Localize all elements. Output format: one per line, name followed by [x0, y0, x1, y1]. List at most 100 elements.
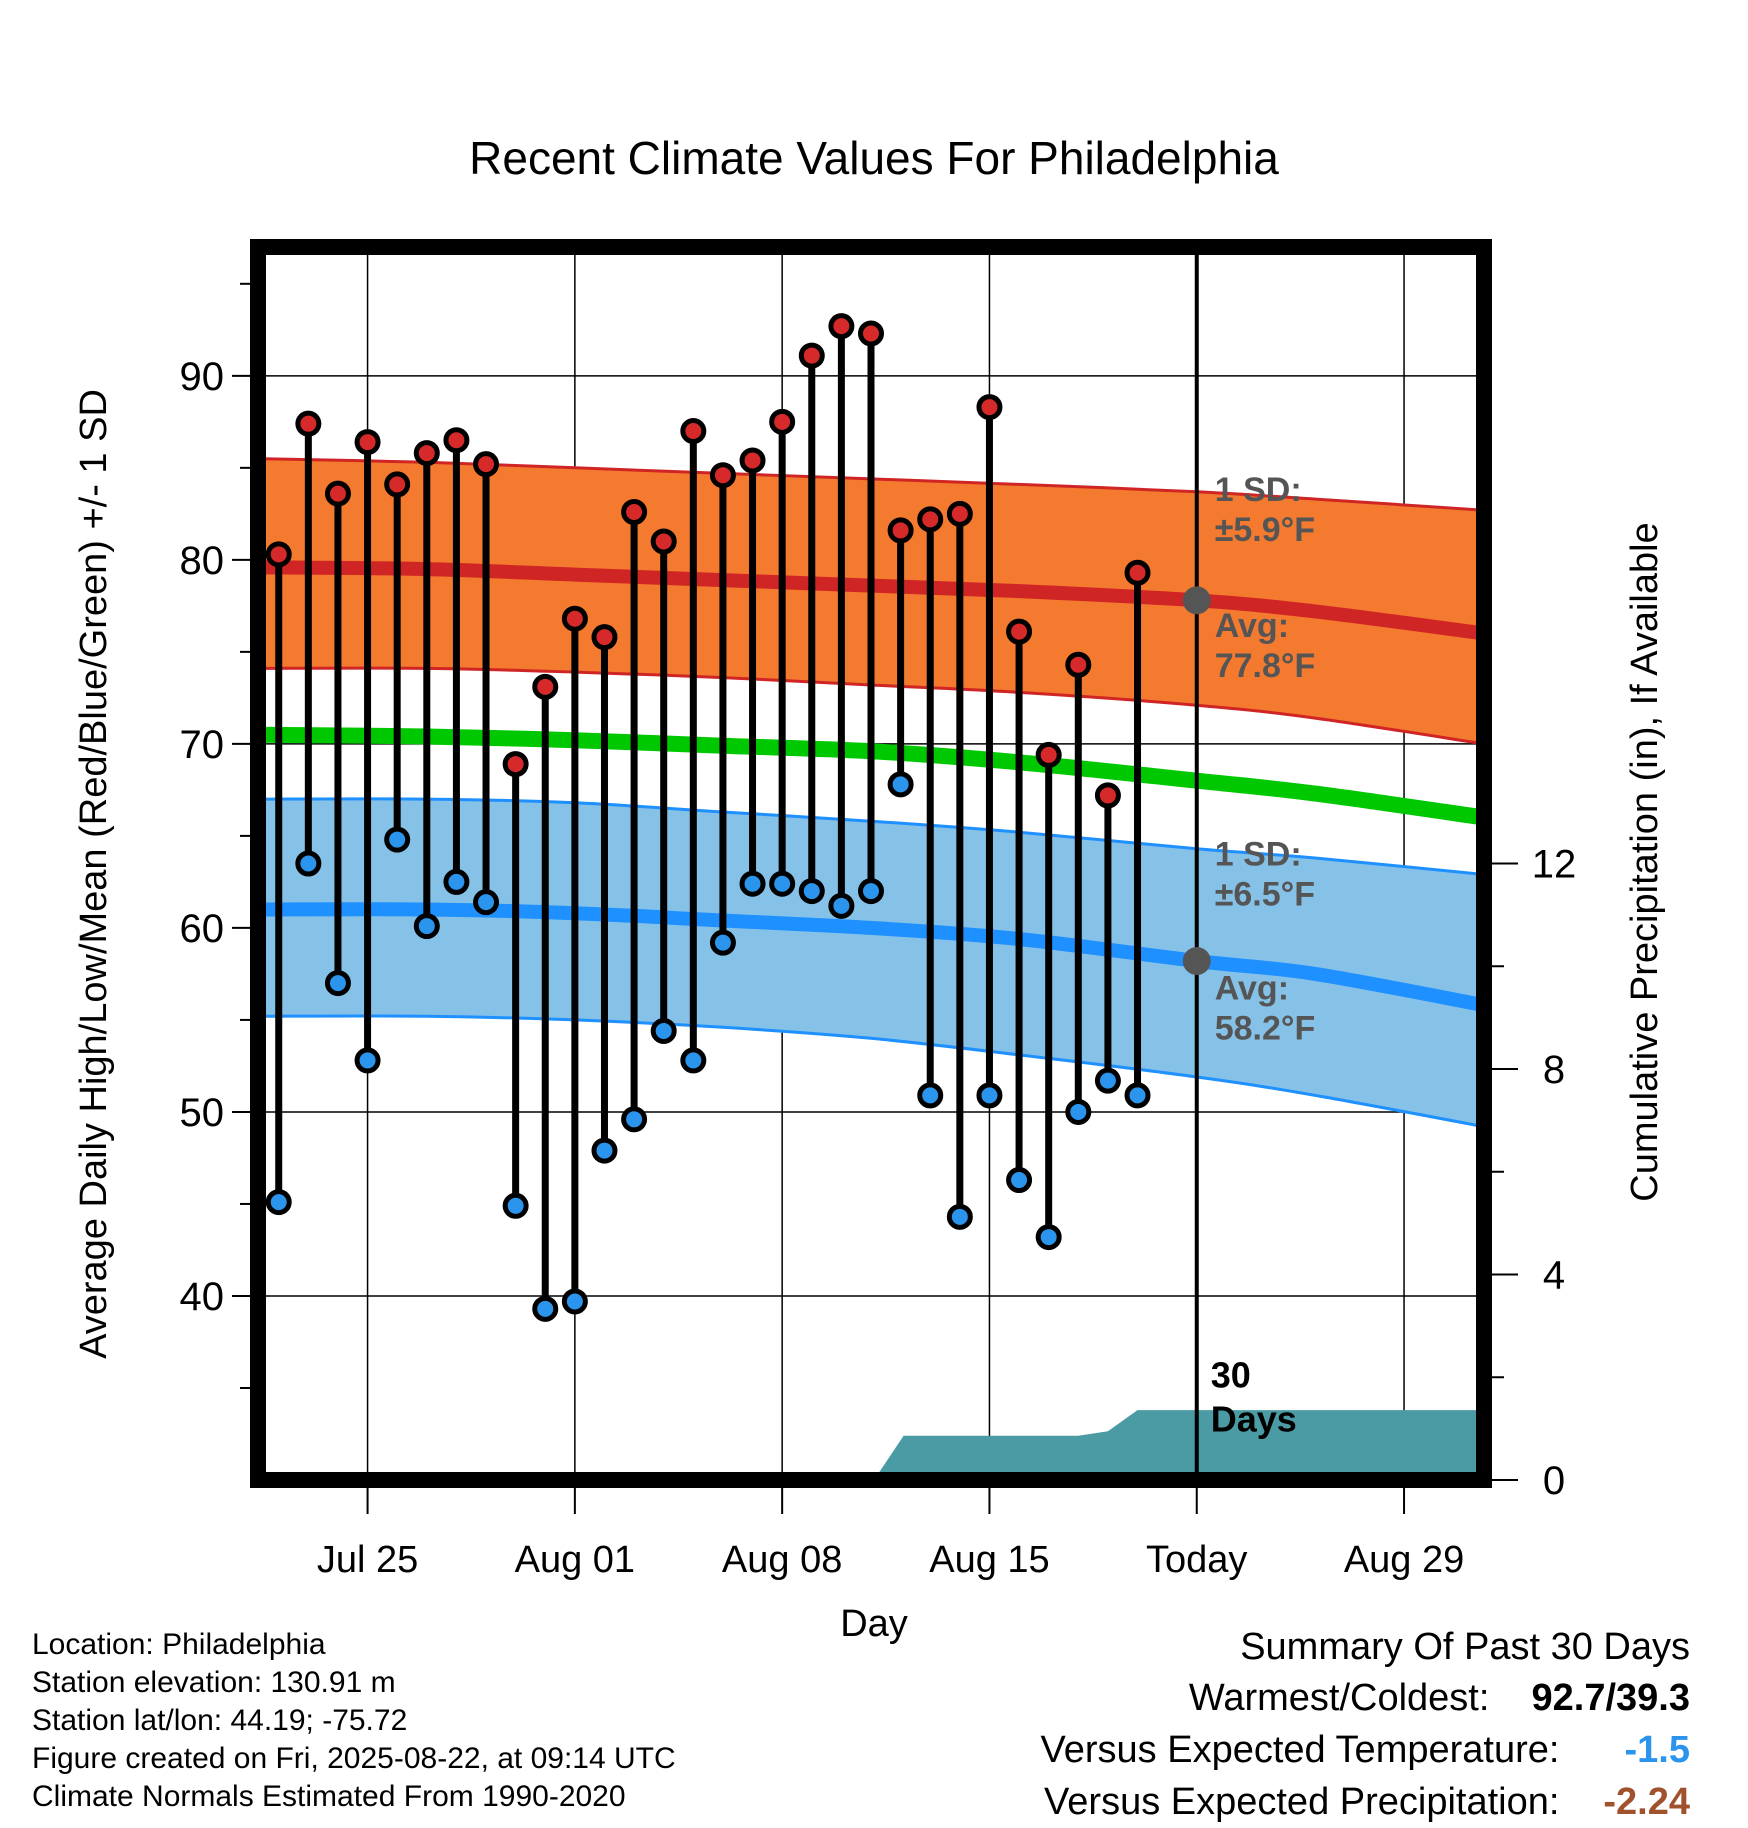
low-temp-point — [828, 892, 855, 919]
low-temp-point — [917, 1082, 944, 1109]
precip-vs-expected-value: -2.24 — [1603, 1781, 1690, 1823]
summary-title: Summary Of Past 30 Days — [1240, 1626, 1690, 1668]
high-sd-annotation: ±5.9°F — [1215, 511, 1315, 549]
high-temp-point — [1006, 618, 1033, 645]
y-tick-label: 60 — [180, 907, 225, 951]
high-temp-point — [946, 500, 973, 527]
high-temp-point — [798, 342, 825, 369]
info-created: Figure created on Fri, 2025-08-22, at 09… — [32, 1742, 676, 1775]
low-temp-point — [413, 913, 440, 940]
high-temp-point — [1124, 559, 1151, 586]
low-temp-point — [1124, 1082, 1151, 1109]
warm-cold-label: Warmest/Coldest: — [1188, 1677, 1490, 1719]
high-temp-point — [443, 427, 470, 454]
x-tick-label: Aug 29 — [1344, 1539, 1464, 1581]
high-temp-point — [650, 528, 677, 555]
high-temp-point — [532, 673, 559, 700]
low-temp-point — [295, 850, 322, 877]
high-temp-point — [1035, 741, 1062, 768]
low-sd-band — [258, 798, 1484, 1127]
summary-panel: Summary Of Past 30 Days Warmest/Coldest:… — [790, 1622, 1690, 1828]
warm-cold-value: 92.7/39.3 — [1531, 1677, 1690, 1719]
y-tick-label: 90 — [180, 355, 225, 399]
precip-area — [873, 1410, 1484, 1480]
low-temp-point — [354, 1047, 381, 1074]
y2-axis-label: Cumulative Precipitation (in), If Availa… — [1624, 522, 1666, 1201]
low-temp-point — [473, 889, 500, 916]
low-sd-annotation: 1 SD: — [1215, 835, 1302, 873]
y2-tick-label: 0 — [1543, 1459, 1565, 1503]
x-tick-label: Jul 25 — [317, 1539, 418, 1581]
today-high-avg-marker — [1182, 586, 1211, 615]
low-temp-point — [621, 1106, 648, 1133]
low-temp-point — [1094, 1067, 1121, 1094]
y-tick-label: 50 — [180, 1091, 225, 1135]
high-temp-point — [917, 506, 944, 533]
low-temp-point — [946, 1203, 973, 1230]
station-info: Location: Philadelphia Station elevation… — [32, 1626, 676, 1816]
low-temp-point — [591, 1137, 618, 1164]
high-temp-point — [1094, 782, 1121, 809]
low-temp-point — [384, 826, 411, 853]
low-sd-annotation: ±6.5°F — [1215, 875, 1315, 913]
low-temp-point — [265, 1189, 292, 1216]
info-normals: Climate Normals Estimated From 1990-2020 — [32, 1780, 626, 1813]
high-temp-point — [769, 408, 796, 435]
low-temp-point — [976, 1082, 1003, 1109]
precip-vs-expected-label: Versus Expected Precipitation: — [1044, 1781, 1560, 1823]
high-avg-annotation: Avg: — [1215, 607, 1289, 645]
x-tick-label: Today — [1146, 1539, 1247, 1581]
y-tick-label: 70 — [180, 723, 225, 767]
x-tick-label: Aug 01 — [515, 1539, 635, 1581]
low-temp-point — [532, 1295, 559, 1322]
high-temp-point — [976, 394, 1003, 421]
high-temp-point — [295, 410, 322, 437]
high-temp-point — [384, 471, 411, 498]
low-temp-point — [1006, 1167, 1033, 1194]
high-temp-point — [887, 517, 914, 544]
high-temp-point — [473, 451, 500, 478]
x-axis-label: Day — [840, 1603, 908, 1645]
high-temp-point — [680, 418, 707, 445]
info-location: Location: Philadelphia — [32, 1628, 326, 1661]
info-elevation: Station elevation: 130.91 m — [32, 1666, 396, 1699]
y2-tick-label: 8 — [1543, 1048, 1565, 1092]
y-axis-label: Average Daily High/Low/Mean (Red/Blue/Gr… — [73, 389, 115, 1359]
high-avg-annotation: 77.8°F — [1215, 647, 1316, 685]
period-label: 30 — [1211, 1355, 1251, 1396]
x-tick-label: Aug 15 — [929, 1539, 1049, 1581]
low-temp-point — [1065, 1098, 1092, 1125]
high-temp-point — [709, 462, 736, 489]
low-temp-point — [502, 1192, 529, 1219]
high-temp-point — [502, 751, 529, 778]
low-avg-annotation: Avg: — [1215, 970, 1289, 1008]
info-latlon: Station lat/lon: 44.19; -75.72 — [32, 1704, 408, 1737]
x-tick-label: Aug 08 — [722, 1539, 842, 1581]
low-temp-point — [739, 870, 766, 897]
low-avg-line — [258, 902, 1484, 1013]
low-avg-annotation: 58.2°F — [1215, 1010, 1316, 1048]
high-temp-point — [621, 499, 648, 526]
low-temp-point — [324, 970, 351, 997]
plot-frame — [250, 239, 1492, 1488]
high-temp-point — [324, 480, 351, 507]
low-lower-line — [258, 1014, 1484, 1129]
low-temp-point — [443, 868, 470, 895]
y-tick-label: 40 — [180, 1275, 225, 1319]
temp-vs-expected-label: Versus Expected Temperature: — [1040, 1729, 1560, 1771]
low-temp-point — [798, 878, 825, 905]
high-temp-point — [354, 429, 381, 456]
y2-tick-label: 4 — [1543, 1254, 1565, 1298]
low-temp-point — [1035, 1224, 1062, 1251]
period-label: Days — [1211, 1399, 1297, 1440]
high-temp-point — [265, 541, 292, 568]
high-temp-point — [858, 320, 884, 347]
high-temp-point — [828, 313, 855, 340]
y-tick-label: 80 — [180, 539, 225, 583]
low-temp-point — [858, 878, 884, 905]
high-temp-point — [739, 447, 766, 474]
low-temp-point — [709, 929, 736, 956]
high-sd-annotation: 1 SD: — [1215, 471, 1302, 509]
